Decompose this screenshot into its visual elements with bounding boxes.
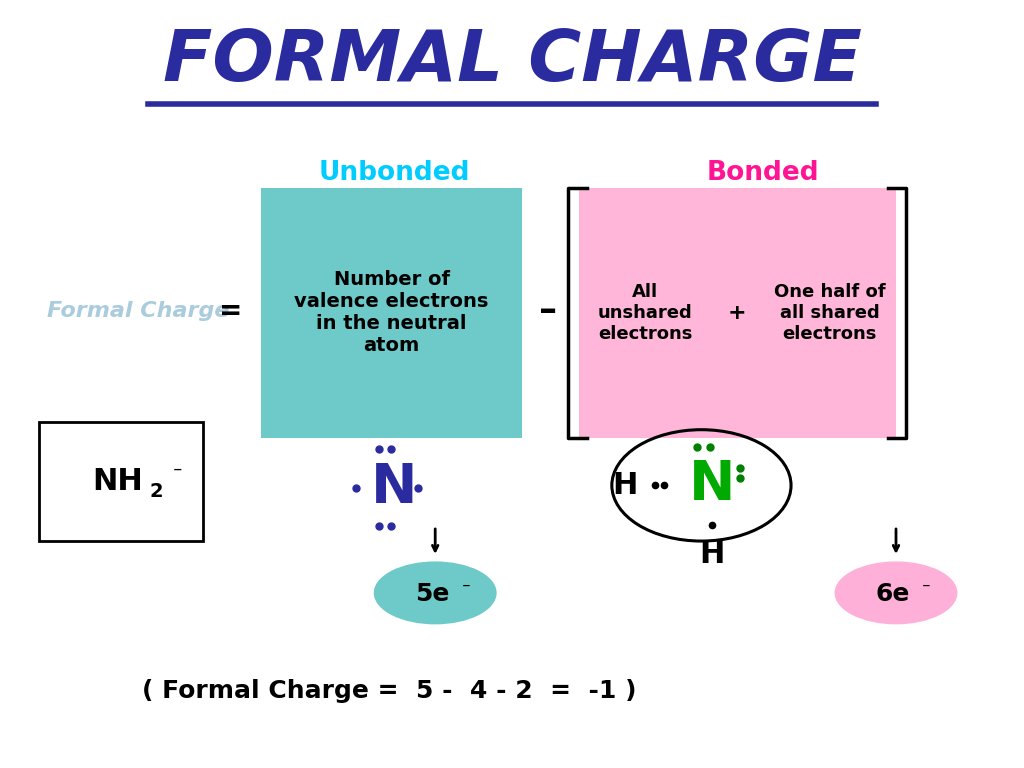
Text: –: – (539, 294, 557, 328)
Text: Unbonded: Unbonded (318, 160, 470, 186)
Ellipse shape (835, 561, 957, 624)
Text: All
unshared
electrons: All unshared electrons (598, 283, 692, 343)
Text: H: H (612, 471, 637, 500)
Text: H: H (699, 540, 724, 569)
FancyBboxPatch shape (39, 422, 203, 541)
Text: One half of
all shared
electrons: One half of all shared electrons (773, 283, 886, 343)
FancyBboxPatch shape (261, 188, 522, 438)
Text: N: N (688, 458, 735, 512)
Text: N: N (371, 461, 418, 515)
Text: ⁻: ⁻ (173, 465, 182, 483)
Text: FORMAL CHARGE: FORMAL CHARGE (163, 27, 861, 96)
Text: 6e: 6e (876, 581, 910, 606)
Text: NH: NH (92, 468, 143, 496)
Text: +: + (728, 303, 746, 323)
Text: 2: 2 (150, 482, 163, 501)
Text: Number of
valence electrons
in the neutral
atom: Number of valence electrons in the neutr… (295, 270, 488, 356)
FancyBboxPatch shape (579, 188, 896, 438)
Text: =: = (219, 297, 242, 325)
Ellipse shape (374, 561, 497, 624)
Text: ⁻: ⁻ (462, 580, 470, 598)
Text: ⁻: ⁻ (923, 580, 931, 598)
Text: Bonded: Bonded (707, 160, 819, 186)
Text: 5e: 5e (415, 581, 450, 606)
Text: ( Formal Charge =  5 -  4 - 2  =  -1 ): ( Formal Charge = 5 - 4 - 2 = -1 ) (142, 679, 636, 703)
Text: Formal Charge: Formal Charge (47, 301, 229, 321)
